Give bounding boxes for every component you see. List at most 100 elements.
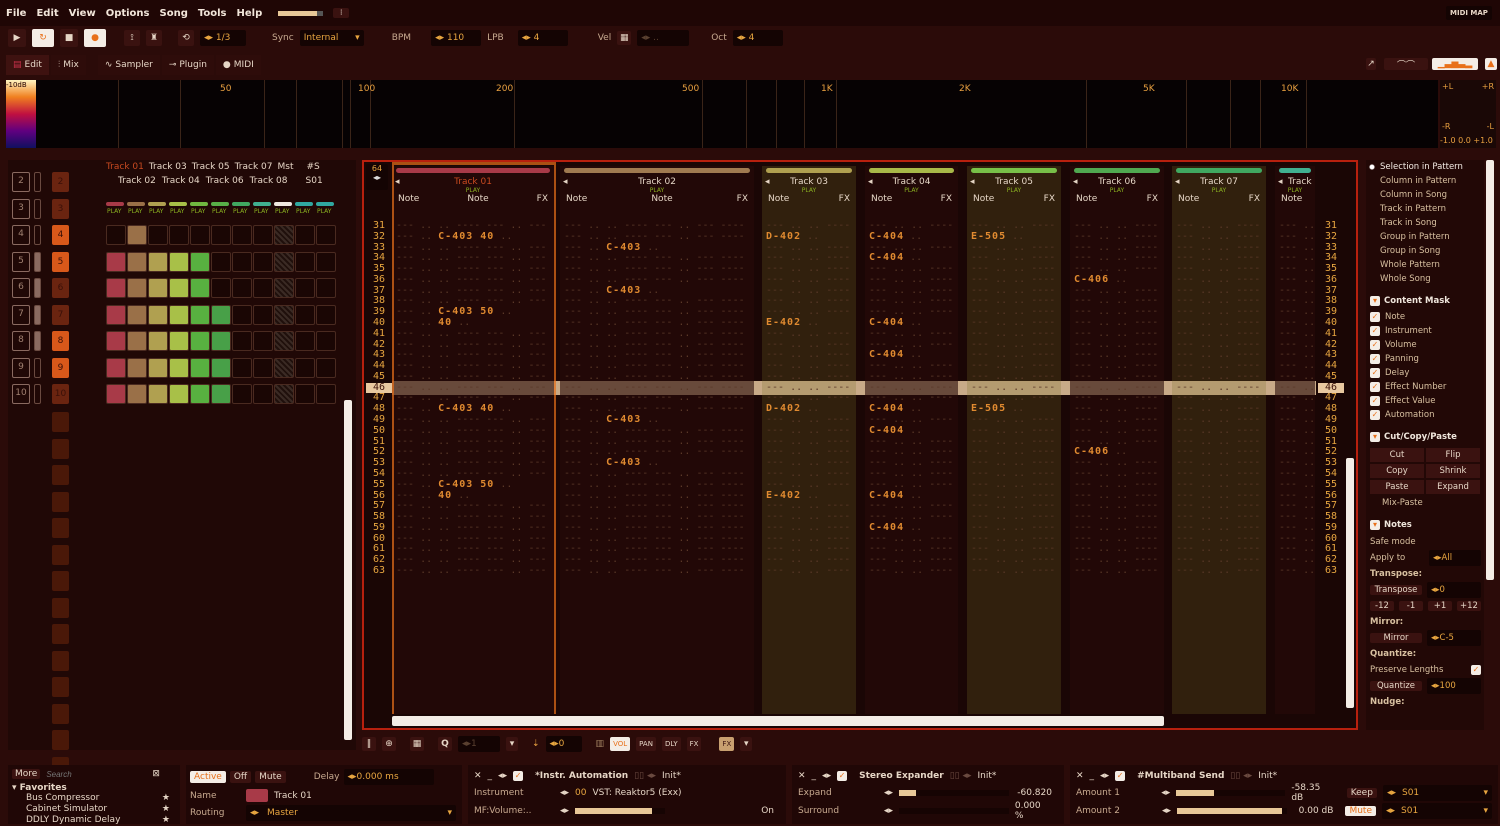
pattern-line[interactable]: C-406 ..: [1074, 274, 1128, 285]
pattern-line[interactable]: --- .. .. ---- --- .. --- ----: [1074, 533, 1164, 544]
pattern-track[interactable]: ◂ Track 02 PLAY Note Note FX --- .. .. ---- --…: [560, 166, 754, 714]
pattern-line[interactable]: --- .. .. ---- --- .. --- ----: [564, 253, 745, 264]
section-header[interactable]: ▾ Content Mask: [1366, 292, 1484, 310]
pattern-line[interactable]: --- .. .. ---- --- .. --- ----: [766, 458, 856, 469]
pattern-line[interactable]: --- .. .. ---- --- .. --- ----: [766, 264, 856, 275]
pattern-line[interactable]: --- .. .. ---- --- .. --- ----: [869, 328, 958, 339]
matrix-slot-filled[interactable]: [127, 225, 147, 245]
pattern-line[interactable]: --- .. .. ---- --- .. --- ----: [564, 544, 745, 555]
pattern-line[interactable]: --- .. .. ---- --- .. --- ----: [1176, 253, 1266, 264]
matrix-slot-empty[interactable]: [211, 251, 231, 272]
scope-option[interactable]: Whole Song: [1366, 272, 1484, 286]
mask-checkbox[interactable]: ✓ Effect Number: [1366, 380, 1484, 394]
pattern-line[interactable]: --- .. .. ---- --- .. --- ----: [869, 274, 958, 285]
menu-song[interactable]: Song: [159, 7, 188, 19]
star-icon[interactable]: ★: [161, 815, 170, 825]
pattern-line[interactable]: --- .. .. ---- --- .. --- ----: [971, 264, 1061, 275]
matrix-slot-filled[interactable]: [148, 331, 168, 351]
pattern-line[interactable]: --- .. .. ---- --- .. --- ----: [1074, 242, 1164, 253]
pattern-line[interactable]: --- .. C-403 ..: [564, 242, 660, 253]
vertical-scrollbar[interactable]: [1346, 458, 1354, 708]
pattern-line[interactable]: --- .. .. ---- --- .. --- ----: [971, 555, 1061, 566]
sequence-slot[interactable]: [12, 172, 30, 192]
pattern-track[interactable]: ◂ Track 06 PLAY Note FX --- .. .. ---- --- ..…: [1070, 166, 1164, 714]
matrix-slot-empty[interactable]: [211, 225, 231, 245]
edit-action-button[interactable]: Cut: [1370, 448, 1424, 462]
sequence-slot[interactable]: [12, 251, 30, 272]
matrix-slot-empty[interactable]: [169, 225, 189, 245]
pattern-line[interactable]: --- .. .. ---- --- .. --- ----: [766, 296, 856, 307]
scope-option[interactable]: Group in Pattern: [1366, 230, 1484, 244]
pattern-line[interactable]: --- .. .. ---- --- .. --- ----: [1279, 382, 1315, 393]
matrix-slot-empty[interactable]: [316, 331, 336, 351]
transpose-field[interactable]: ◂▸ 0: [1427, 582, 1481, 598]
fx-button[interactable]: FX: [719, 737, 735, 751]
matrix-slot-filled[interactable]: [148, 304, 168, 325]
mute-button[interactable]: Mute: [255, 771, 286, 783]
matrix-slot-empty[interactable]: [316, 278, 336, 298]
pattern-line[interactable]: --- .. .. ---- --- .. --- ----: [1074, 361, 1164, 372]
mix-paste-toggle[interactable]: Mix-Paste: [1382, 498, 1423, 508]
pattern-line[interactable]: D-402 ..: [766, 404, 820, 415]
pattern-line[interactable]: --- .. .. ---- --- .. --- ----: [971, 307, 1061, 318]
empty-pattern-slot[interactable]: [52, 730, 69, 750]
matrix-slot-empty[interactable]: [253, 331, 273, 351]
pattern-line[interactable]: --- .. .. ---- --- .. --- ----: [1279, 404, 1315, 415]
send-target-select[interactable]: ◂▸ S01 ▾: [1382, 785, 1492, 801]
matrix-slot-empty[interactable]: [232, 278, 252, 298]
sequence-slot[interactable]: [12, 225, 30, 245]
preset-name[interactable]: Init*: [1258, 771, 1278, 781]
send-mode-button[interactable]: Mute: [1345, 806, 1376, 816]
move-arrows-icon[interactable]: ◂▸: [498, 771, 508, 781]
pattern-line[interactable]: --- .. .. ---- --- .. --- ----: [396, 458, 554, 469]
scope-option[interactable]: Group in Song: [1366, 244, 1484, 258]
track-header[interactable]: ◂ Track 05: [967, 177, 1061, 187]
pattern-line[interactable]: --- .. .. ---- --- .. --- ----: [971, 221, 1061, 231]
pattern-line[interactable]: --- .. .. ---- --- .. --- ----: [1176, 285, 1266, 296]
pattern-line[interactable]: --- .. .. ---- --- .. --- ----: [869, 307, 958, 318]
pattern-line[interactable]: --- .. .. ---- --- .. --- ----: [1074, 565, 1164, 576]
sequence-slot[interactable]: [12, 304, 30, 325]
empty-pattern-slot[interactable]: [52, 518, 69, 538]
matrix-slot-filled[interactable]: [106, 357, 126, 378]
pattern-line[interactable]: --- .. .. ---- --- .. --- ----: [869, 242, 958, 253]
parameter-slider[interactable]: [1177, 808, 1288, 814]
pattern-line[interactable]: --- .. .. ---- --- .. --- ----: [1074, 350, 1164, 361]
matrix-slot-filled[interactable]: [190, 304, 210, 325]
transpose-step-button[interactable]: +12: [1457, 601, 1481, 611]
pattern-line[interactable]: --- .. .. ---- --- .. --- ----: [869, 501, 958, 512]
sequence-slot[interactable]: [12, 384, 30, 404]
pattern-line[interactable]: --- .. .. ---- --- .. --- ----: [564, 339, 745, 350]
pattern-line[interactable]: --- .. .. ---- --- .. --- ----: [1176, 318, 1266, 329]
matrix-slot-filled[interactable]: [211, 357, 231, 378]
pattern-line[interactable]: C-404 ..: [869, 253, 923, 264]
parameter-arrows[interactable]: ◂▸: [560, 788, 570, 798]
pattern-line[interactable]: --- .. .. ---- --- .. --- ----: [396, 447, 554, 458]
pattern-line[interactable]: --- .. .. ---- --- .. --- ----: [971, 544, 1061, 555]
pattern-line[interactable]: --- .. .. ---- --- .. --- ----: [1074, 479, 1164, 490]
matrix-slot-filled[interactable]: [127, 278, 147, 298]
matrix-slot-filled[interactable]: [190, 357, 210, 378]
right-scrollbar[interactable]: [1486, 160, 1494, 580]
empty-pattern-slot[interactable]: [52, 465, 69, 485]
matrix-slot-filled[interactable]: [169, 331, 189, 351]
track-header[interactable]: ◂ Track: [1275, 177, 1315, 187]
mask-checkbox[interactable]: ✓ Panning: [1366, 352, 1484, 366]
minimize-icon[interactable]: _: [811, 771, 817, 781]
pattern-line[interactable]: --- .. .. ---- --- .. --- ----: [396, 350, 554, 361]
pattern-line[interactable]: --- .. .. ---- --- .. --- ----: [396, 371, 554, 382]
empty-pattern-slot[interactable]: [52, 650, 69, 671]
pattern-line[interactable]: --- .. .. ---- --- .. --- ----: [564, 371, 745, 382]
pattern-line[interactable]: --- .. .. ---- --- .. --- ----: [564, 555, 745, 566]
matrix-slot-empty[interactable]: [295, 278, 315, 298]
velocity-icon[interactable]: ▦: [617, 31, 632, 45]
pattern-line[interactable]: --- .. .. ---- --- .. --- ----: [766, 361, 856, 372]
pattern-line[interactable]: --- .. .. ---- --- .. --- ----: [766, 533, 856, 544]
pattern-line[interactable]: --- .. .. ---- --- .. --- ----: [1176, 436, 1266, 447]
pattern-line[interactable]: --- .. .. ---- --- .. --- ----: [1279, 371, 1315, 382]
pattern-line[interactable]: --- .. .. ---- --- .. --- ----: [396, 253, 554, 264]
pattern-line[interactable]: --- .. .. ---- --- .. --- ----: [396, 221, 554, 231]
pattern-line[interactable]: --- .. .. ---- --- .. --- ----: [1074, 307, 1164, 318]
pattern-line[interactable]: --- .. .. ---- --- .. --- ----: [869, 361, 958, 372]
